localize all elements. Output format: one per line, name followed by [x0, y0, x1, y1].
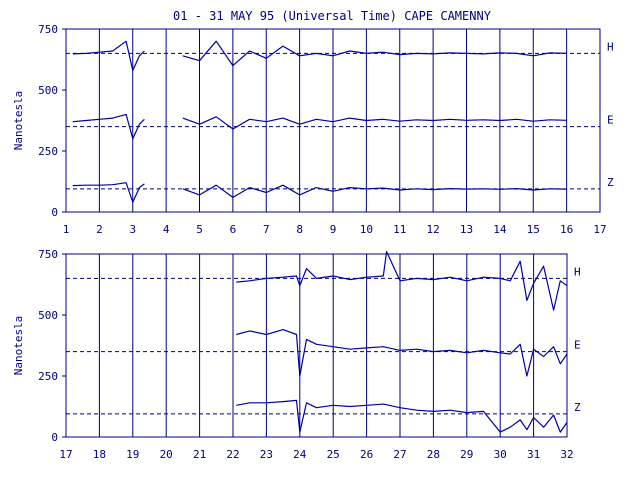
chart-title: 01 - 31 MAY 95 (Universal Time) CAPE CAM…	[173, 9, 492, 23]
x-tick-label: 17	[593, 223, 606, 236]
y-tick-label: 750	[38, 23, 58, 36]
x-tick-label: 9	[330, 223, 337, 236]
x-tick-label: 5	[196, 223, 203, 236]
x-tick-label: 25	[327, 448, 340, 461]
y-tick-label: 500	[38, 84, 58, 97]
x-tick-label: 30	[494, 448, 507, 461]
x-tick-label: 3	[129, 223, 136, 236]
y-tick-label: 0	[51, 206, 58, 219]
y-tick-label: 0	[51, 431, 58, 444]
y-axis-label: Nanotesla	[12, 91, 25, 151]
x-tick-label: 6	[230, 223, 237, 236]
x-tick-label: 20	[160, 448, 173, 461]
x-tick-label: 2	[96, 223, 103, 236]
series-line-h	[236, 251, 568, 311]
x-tick-label: 27	[393, 448, 406, 461]
x-tick-label: 29	[460, 448, 473, 461]
series-line-e	[182, 116, 567, 130]
x-tick-label: 26	[360, 448, 373, 461]
series-line-z	[182, 184, 567, 198]
series-line-h	[72, 40, 145, 72]
y-axis-label: Nanotesla	[12, 316, 25, 376]
y-tick-label: 250	[38, 145, 58, 158]
x-tick-label: 19	[126, 448, 139, 461]
series-label-e: E	[607, 114, 614, 127]
x-tick-label: 28	[427, 448, 440, 461]
x-tick-label: 32	[560, 448, 573, 461]
x-tick-label: 16	[560, 223, 573, 236]
series-line-z	[236, 399, 568, 433]
y-tick-label: 750	[38, 248, 58, 261]
x-tick-label: 17	[59, 448, 72, 461]
series-label-z: Z	[574, 401, 581, 414]
x-tick-label: 12	[427, 223, 440, 236]
x-tick-label: 1	[63, 223, 70, 236]
series-label-h: H	[574, 265, 581, 278]
x-tick-label: 4	[163, 223, 170, 236]
x-tick-label: 18	[93, 448, 106, 461]
x-tick-label: 22	[226, 448, 239, 461]
y-tick-label: 250	[38, 370, 58, 383]
series-label-e: E	[574, 339, 581, 352]
x-tick-label: 10	[360, 223, 373, 236]
series-line-z	[72, 182, 145, 203]
x-tick-label: 11	[393, 223, 406, 236]
bottom-panel: 17 18 19 20 21 22 23 24 25 26 27 28 29 30 31 32 0 250 500 7…	[12, 248, 581, 461]
x-tick-label: 31	[527, 448, 540, 461]
top-panel: 1 2 3 4 5 6 7 8 9 10 11 12 13 14 15 16 170250500750Nanot…	[12, 23, 614, 236]
x-tick-label: 21	[193, 448, 206, 461]
y-tick-label: 500	[38, 309, 58, 322]
x-tick-label: 13	[460, 223, 473, 236]
series-line-h	[182, 40, 567, 67]
x-tick-label: 7	[263, 223, 270, 236]
x-tick-label: 24	[293, 448, 307, 461]
series-label-h: H	[607, 40, 614, 53]
series-line-e	[72, 113, 145, 140]
x-tick-label: 15	[527, 223, 540, 236]
x-tick-label: 14	[493, 223, 507, 236]
plot-frame	[65, 253, 568, 438]
x-tick-label: 8	[296, 223, 303, 236]
x-tick-label: 23	[260, 448, 273, 461]
series-line-e	[236, 329, 568, 377]
series-label-z: Z	[607, 176, 614, 189]
